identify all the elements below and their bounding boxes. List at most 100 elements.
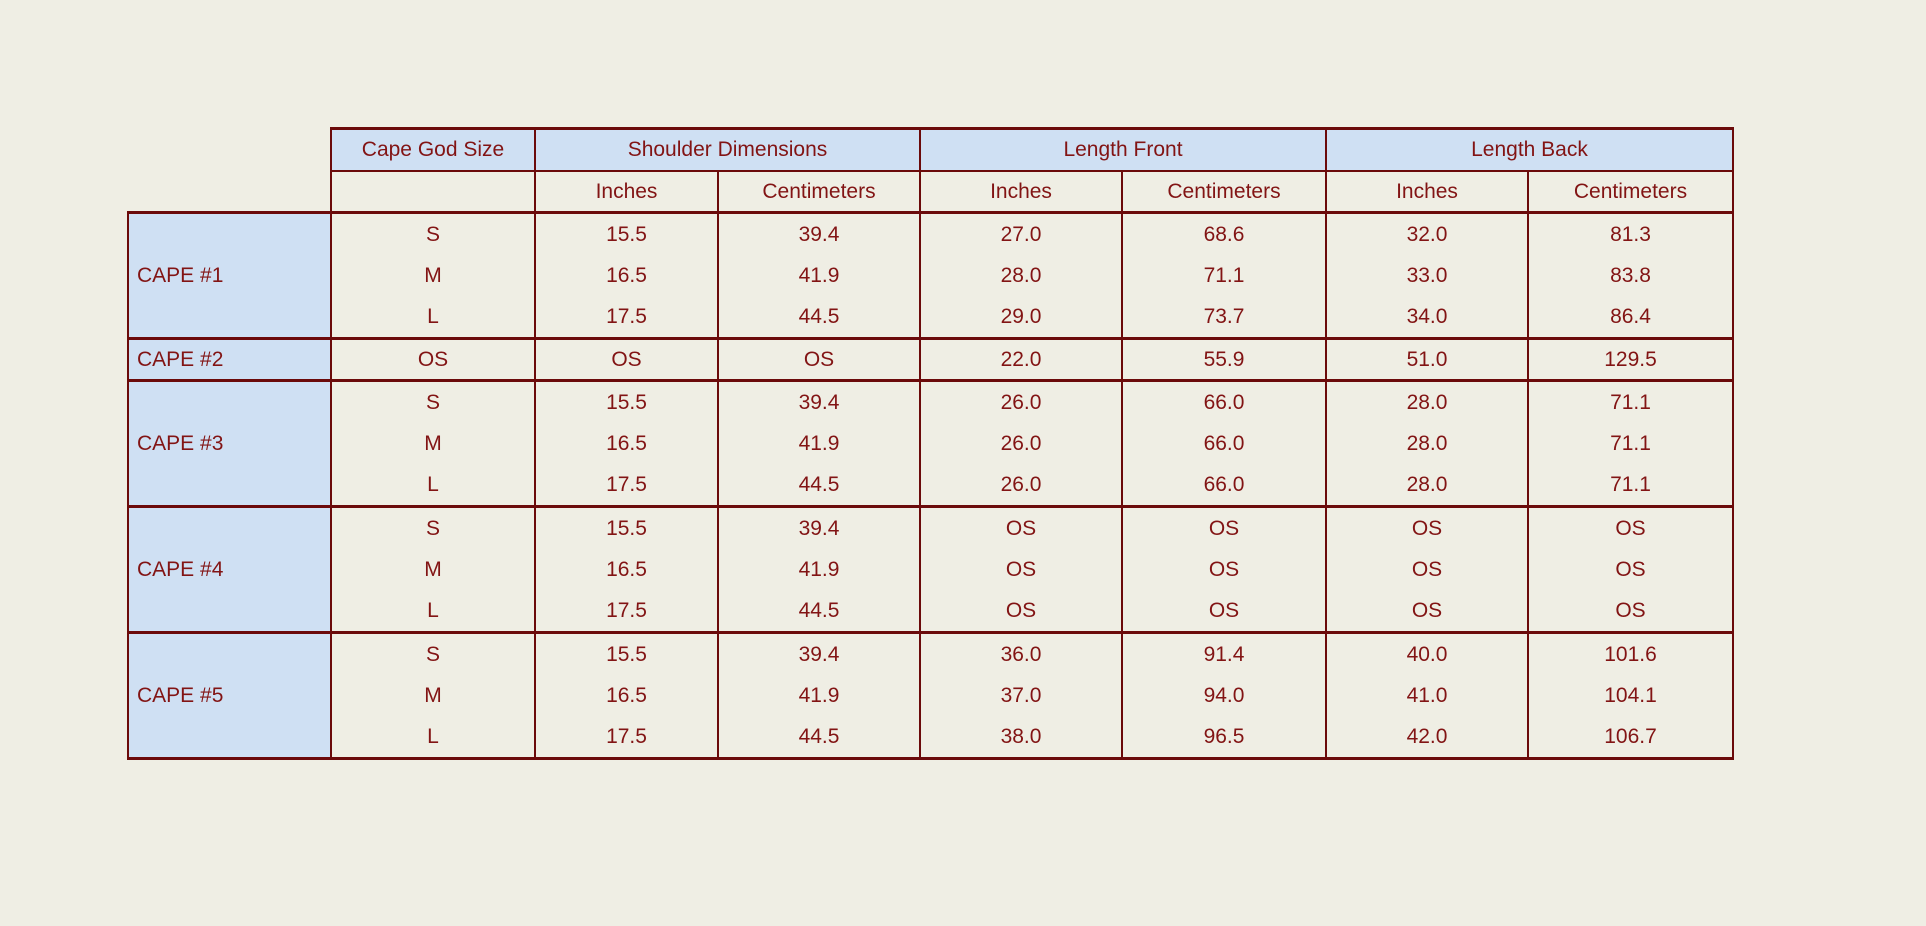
value-cell: 66.0 <box>1121 464 1327 507</box>
value-cell: 39.4 <box>717 379 921 423</box>
value-cell: 41.9 <box>717 548 921 591</box>
value-cell: 55.9 <box>1121 337 1327 381</box>
value-cell: 81.3 <box>1527 211 1734 255</box>
value-cell: 16.5 <box>534 674 719 717</box>
table-row: M 16.5 41.9 37.0 94.0 41.0 104.1 <box>128 674 1734 717</box>
header-row-units: Inches Centimeters Inches Centimeters In… <box>128 170 1734 214</box>
value-cell: 86.4 <box>1527 296 1734 339</box>
value-cell: 15.5 <box>534 631 719 675</box>
unit-header: Centimeters <box>1121 170 1327 214</box>
value-cell: 106.7 <box>1527 716 1734 760</box>
table-row: M 16.5 41.9 28.0 71.1 33.0 83.8 <box>128 254 1734 297</box>
value-cell: 71.1 <box>1527 422 1734 465</box>
table-row: M 16.5 41.9 26.0 66.0 28.0 71.1 <box>128 422 1734 465</box>
value-cell: 71.1 <box>1527 379 1734 423</box>
table-row: CAPE #1 S 15.5 39.4 27.0 68.6 32.0 81.3 <box>127 211 1734 340</box>
value-cell: 37.0 <box>919 674 1123 717</box>
value-cell: OS <box>1325 548 1529 591</box>
value-cell: OS <box>1121 548 1327 591</box>
value-cell: 28.0 <box>1325 422 1529 465</box>
value-cell: 33.0 <box>1325 254 1529 297</box>
value-cell: OS <box>1325 505 1529 549</box>
value-cell: OS <box>1527 548 1734 591</box>
size-cell: M <box>330 548 536 591</box>
value-cell: 44.5 <box>717 464 921 507</box>
size-cell: L <box>330 296 536 339</box>
value-cell: OS <box>919 505 1123 549</box>
value-cell: 42.0 <box>1325 716 1529 760</box>
value-cell: OS <box>1121 590 1327 633</box>
value-cell: 104.1 <box>1527 674 1734 717</box>
value-cell: 17.5 <box>534 590 719 633</box>
cape-group-label: CAPE #1 <box>127 211 332 340</box>
value-cell: 41.0 <box>1325 674 1529 717</box>
size-cell: M <box>330 422 536 465</box>
value-cell: 44.5 <box>717 716 921 760</box>
value-cell: 44.5 <box>717 590 921 633</box>
value-cell: OS <box>717 337 921 381</box>
value-cell: 71.1 <box>1121 254 1327 297</box>
value-cell: 28.0 <box>1325 464 1529 507</box>
value-cell: 17.5 <box>534 296 719 339</box>
value-cell: 34.0 <box>1325 296 1529 339</box>
value-cell: 39.4 <box>717 631 921 675</box>
value-cell: OS <box>1527 505 1734 549</box>
value-cell: 27.0 <box>919 211 1123 255</box>
value-cell: 41.9 <box>717 674 921 717</box>
value-cell: 71.1 <box>1527 464 1734 507</box>
value-cell: 41.9 <box>717 254 921 297</box>
value-cell: 73.7 <box>1121 296 1327 339</box>
value-cell: 94.0 <box>1121 674 1327 717</box>
size-cell: M <box>330 674 536 717</box>
value-cell: 16.5 <box>534 422 719 465</box>
cape-group-label: CAPE #4 <box>127 505 332 634</box>
size-cell: S <box>330 211 536 255</box>
value-cell: OS <box>1527 590 1734 633</box>
table-row: M 16.5 41.9 OS OS OS OS <box>128 548 1734 591</box>
value-cell: 66.0 <box>1121 422 1327 465</box>
value-cell: 32.0 <box>1325 211 1529 255</box>
cape-group-label: CAPE #3 <box>127 379 332 508</box>
unit-header: Inches <box>534 170 719 214</box>
size-cell: OS <box>330 337 536 381</box>
table-row: L 17.5 44.5 29.0 73.7 34.0 86.4 <box>128 296 1734 339</box>
value-cell: 16.5 <box>534 548 719 591</box>
column-header-shoulder: Shoulder Dimensions <box>534 127 921 172</box>
table-row: CAPE #4 S 15.5 39.4 OS OS OS OS <box>127 505 1734 634</box>
cape-group-label: CAPE #2 <box>127 337 332 382</box>
value-cell: 15.5 <box>534 211 719 255</box>
value-cell: OS <box>919 590 1123 633</box>
value-cell: 39.4 <box>717 505 921 549</box>
value-cell: 16.5 <box>534 254 719 297</box>
size-cell: L <box>330 716 536 760</box>
value-cell: 66.0 <box>1121 379 1327 423</box>
size-cell: L <box>330 464 536 507</box>
value-cell: 38.0 <box>919 716 1123 760</box>
value-cell: 26.0 <box>919 422 1123 465</box>
unit-header: Inches <box>919 170 1123 214</box>
table-row: L 17.5 44.5 26.0 66.0 28.0 71.1 <box>128 464 1734 507</box>
value-cell: 17.5 <box>534 464 719 507</box>
size-cell: L <box>330 590 536 633</box>
cape-size-table: Cape God Size Shoulder Dimensions Length… <box>127 127 1734 760</box>
value-cell: 51.0 <box>1325 337 1529 381</box>
cape-group-label: CAPE #5 <box>127 631 332 760</box>
value-cell: 29.0 <box>919 296 1123 339</box>
value-cell: 28.0 <box>919 254 1123 297</box>
value-cell: OS <box>919 548 1123 591</box>
value-cell: 44.5 <box>717 296 921 339</box>
value-cell: 15.5 <box>534 505 719 549</box>
value-cell: 22.0 <box>919 337 1123 381</box>
table-row: CAPE #2 OS OS OS 22.0 55.9 51.0 129.5 <box>127 337 1734 382</box>
value-cell: 101.6 <box>1527 631 1734 675</box>
value-cell: OS <box>1325 590 1529 633</box>
header-row-groups: Cape God Size Shoulder Dimensions Length… <box>128 127 1734 172</box>
value-cell: 26.0 <box>919 464 1123 507</box>
value-cell: 36.0 <box>919 631 1123 675</box>
size-cell: S <box>330 631 536 675</box>
header-spacer <box>128 171 331 213</box>
value-cell: OS <box>534 337 719 381</box>
value-cell: 40.0 <box>1325 631 1529 675</box>
column-header-length-back: Length Back <box>1325 127 1734 172</box>
value-cell: OS <box>1121 505 1327 549</box>
